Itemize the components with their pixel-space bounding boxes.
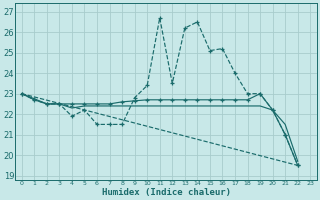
X-axis label: Humidex (Indice chaleur): Humidex (Indice chaleur) <box>101 188 230 197</box>
